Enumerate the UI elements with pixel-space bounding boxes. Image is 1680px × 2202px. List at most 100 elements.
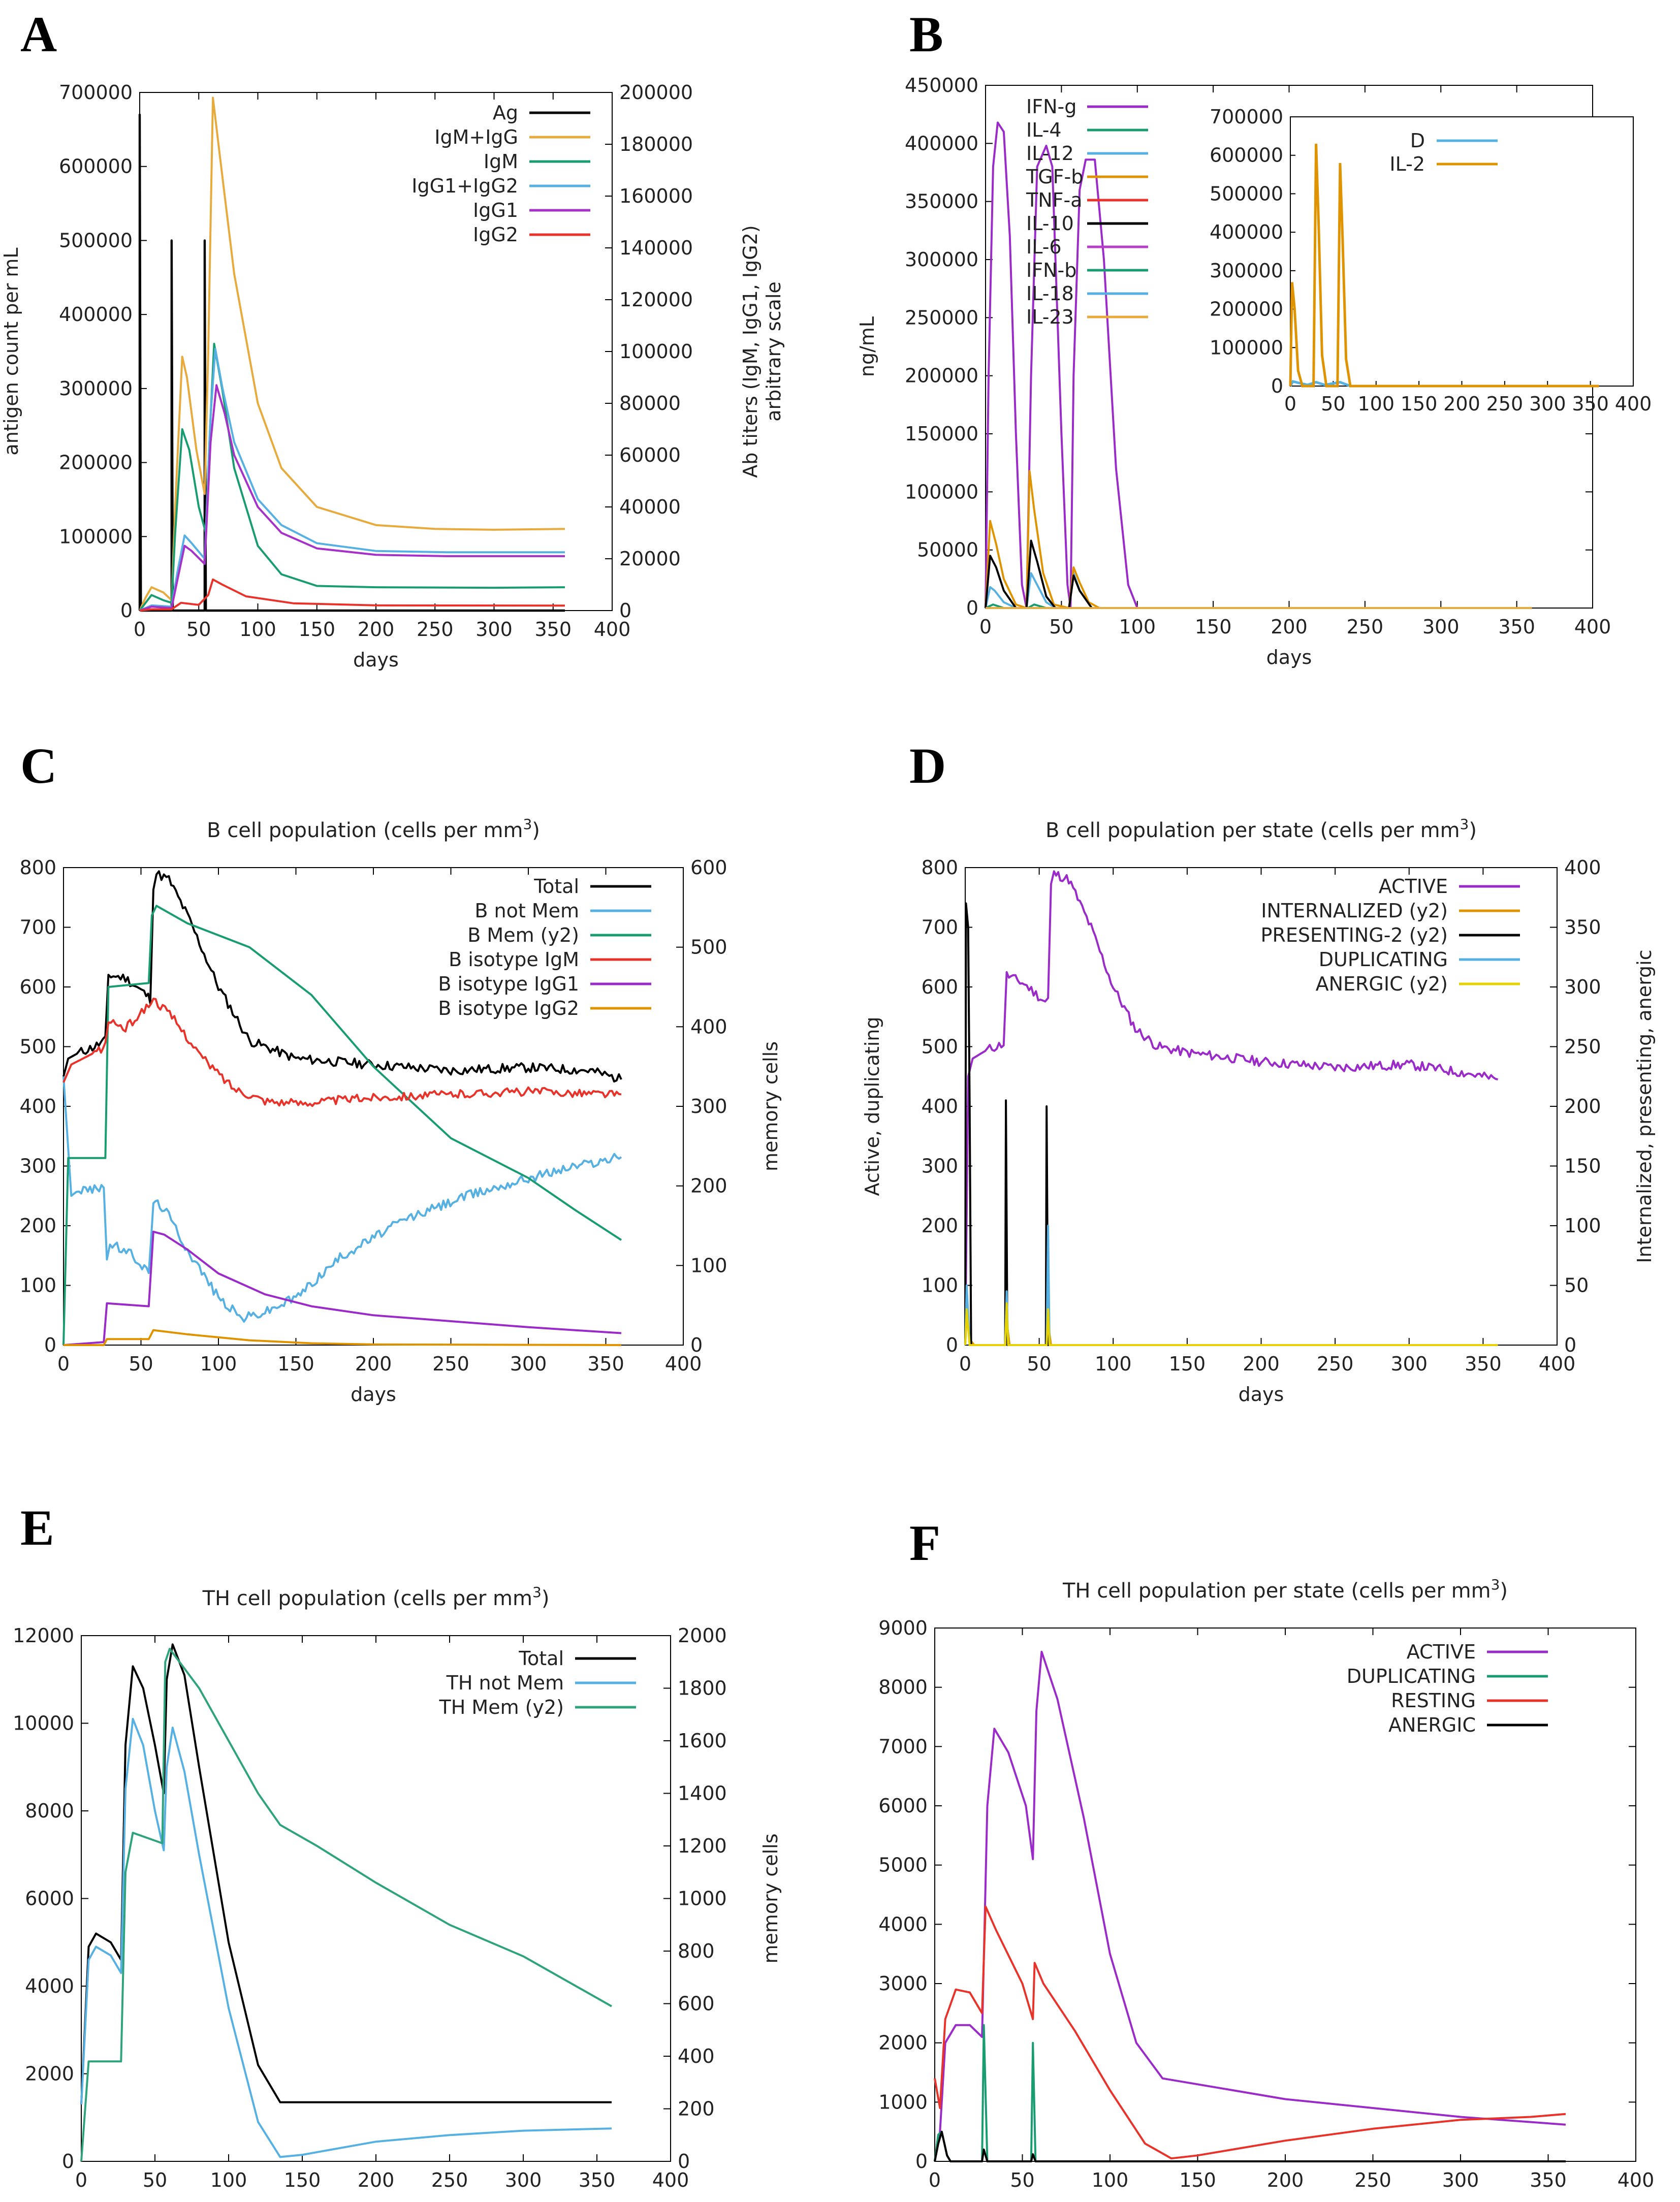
a-series-ag <box>138 113 565 612</box>
c-chart-title: B cell population (cells per mm3) <box>207 816 540 842</box>
e-xtick-label: 250 <box>431 2169 468 2191</box>
panel-letter-c: C <box>20 738 57 794</box>
a-y2-axis-label: Ab titers (IgM, IgG1, IgG2) <box>739 225 762 477</box>
panel-letter-b: B <box>909 6 943 62</box>
b-inset-xtick-label: 150 <box>1401 393 1438 415</box>
d-xtick-label: 150 <box>1169 1353 1206 1375</box>
c-series-b-isotype-igm <box>62 998 622 1107</box>
b-inset-legend-label: IL-2 <box>1389 153 1425 175</box>
f-xtick-label: 200 <box>1267 2169 1304 2191</box>
c-series-b-isotype-igg2 <box>64 1329 622 1346</box>
f-plot-frame <box>934 1627 1636 2162</box>
d-series-anergic-y2- <box>964 1302 1498 1346</box>
b-inset-ytick-label: 100000 <box>1210 336 1283 359</box>
b-series-tgf-b <box>985 470 1532 609</box>
d-ytick-label: 400 <box>921 1095 958 1118</box>
d-ytick-label: 0 <box>946 1334 958 1356</box>
f-legend-label: ANERGIC <box>1388 1714 1476 1736</box>
e-ytick-label: 8000 <box>25 1800 74 1822</box>
a-xtick-label: 50 <box>186 618 211 641</box>
f-series-active <box>934 1650 1566 2162</box>
a-xtick-label: 250 <box>417 618 454 641</box>
b-xtick-label: 400 <box>1574 616 1611 638</box>
d-xtick-label: 250 <box>1317 1353 1354 1375</box>
d-y-axis-label: Active, duplicating <box>861 1017 883 1196</box>
c-series-b-mem-y2- <box>62 905 622 1346</box>
d-ytick-label: 800 <box>921 856 958 879</box>
f-legend-label: RESTING <box>1391 1689 1476 1712</box>
c-series-total <box>62 870 622 1083</box>
e-y2tick-label: 0 <box>678 2150 690 2173</box>
a-legend-label: IgG2 <box>473 224 518 246</box>
e-y2-axis-label: memory cells <box>759 1833 782 1963</box>
e-legend-label: Total <box>518 1647 564 1670</box>
b-inset-xtick-label: 400 <box>1615 393 1652 415</box>
c-xtick-label: 250 <box>432 1353 469 1375</box>
d-y2tick-label: 300 <box>1564 976 1601 998</box>
a-y-axis-label: antigen count per mL <box>0 247 22 455</box>
e-xtick-label: 300 <box>505 2169 542 2191</box>
a-xtick-label: 100 <box>239 618 276 641</box>
panel-e: E 0 50 100 150 200 250 300 350 400 0 2000 4000 6000 8… <box>0 1473 833 2202</box>
c-ytick-label: 0 <box>44 1334 56 1356</box>
panel-f: F 0 50 100 150 200 250 300 350 400 0 1000 2000 3000 4… <box>838 1473 1680 2202</box>
b-legend-label: IL-18 <box>1026 282 1074 305</box>
a-series-igg2 <box>139 578 565 612</box>
e-series-total <box>80 1643 612 2104</box>
d-legend-label: DUPLICATING <box>1319 948 1448 971</box>
b-xtick-label: 350 <box>1498 616 1535 638</box>
e-y2tick-label: 1600 <box>678 1730 727 1752</box>
a-xtick-label: 200 <box>358 618 395 641</box>
chart-f: 0 50 100 150 200 250 300 350 4000100020003000400… <box>878 1576 1654 2202</box>
d-xtick-label: 0 <box>959 1353 971 1375</box>
a-xtick-label: 400 <box>594 618 631 641</box>
f-ytick-label: 9000 <box>878 1617 928 1639</box>
d-y2-axis-label: Internalized, presenting, anergic <box>1633 949 1656 1263</box>
b-inset-ytick-label: 0 <box>1271 375 1283 397</box>
e-y2tick-label: 2000 <box>678 1624 727 1647</box>
e-chart-title: TH cell population (cells per mm3) <box>202 1584 550 1610</box>
c-series-b-not-mem <box>62 1076 622 1323</box>
c-y2tick-label: 100 <box>690 1254 727 1276</box>
b-ytick-label: 300000 <box>905 248 978 271</box>
chart-b: 0 50 100 150 200 250 300 350 4000500001000001500… <box>856 74 1652 668</box>
b-inset-xtick-label: 350 <box>1572 393 1609 415</box>
b-series-il-10 <box>985 539 1532 609</box>
b-ytick-label: 400000 <box>905 132 978 154</box>
b-xtick-label: 100 <box>1119 616 1156 638</box>
a-ytick-label: 700000 <box>59 81 133 104</box>
chart-c: 0 50 100 150 200 250 300 350 4000100200300400500… <box>19 816 782 1406</box>
a-ytick-label: 300000 <box>59 377 133 400</box>
e-y2tick-label: 1800 <box>678 1677 727 1700</box>
b-inset-ytick-label: 300000 <box>1210 260 1283 282</box>
c-legend-label: B isotype IgG2 <box>438 997 579 1019</box>
f-xtick-label: 250 <box>1354 2169 1391 2191</box>
b-legend-label: IL-6 <box>1026 236 1062 258</box>
f-ytick-label: 8000 <box>878 1676 928 1699</box>
d-legend-label: PRESENTING-2 (y2) <box>1261 924 1448 946</box>
b-ytick-label: 50000 <box>917 539 978 561</box>
b-legend-label: IL-23 <box>1026 306 1074 328</box>
c-legend-label: B isotype IgG1 <box>438 973 579 995</box>
e-ytick-label: 12000 <box>13 1624 74 1647</box>
d-legend-label: INTERNALIZED (y2) <box>1261 900 1448 922</box>
e-y2tick-label: 1000 <box>678 1888 727 1910</box>
a-y2tick-label: 80000 <box>619 392 681 414</box>
d-ytick-label: 100 <box>921 1274 958 1297</box>
a-ytick-label: 200000 <box>59 452 133 474</box>
b-legend-label: TNF-a <box>1026 189 1083 211</box>
b-legend-label: IL-10 <box>1026 212 1074 235</box>
d-ytick-label: 600 <box>921 976 958 998</box>
e-x-axis-label: days <box>353 2199 399 2202</box>
a-xtick-label: 300 <box>476 618 513 641</box>
panel-c: C 0 50 100 150 200 250 300 350 400 0 100 200 300 400 5… <box>0 726 833 1453</box>
a-y2tick-label: 0 <box>619 599 631 622</box>
e-xtick-label: 50 <box>143 2169 167 2191</box>
a-ytick-label: 0 <box>120 599 133 622</box>
b-inset-ytick-label: 200000 <box>1210 298 1283 321</box>
panel-letter-f: F <box>909 1515 941 1571</box>
b-xtick-label: 0 <box>979 616 992 638</box>
a-ytick-label: 500000 <box>59 229 133 251</box>
b-legend-label: IFN-g <box>1026 95 1076 118</box>
a-ytick-label: 400000 <box>59 303 133 326</box>
